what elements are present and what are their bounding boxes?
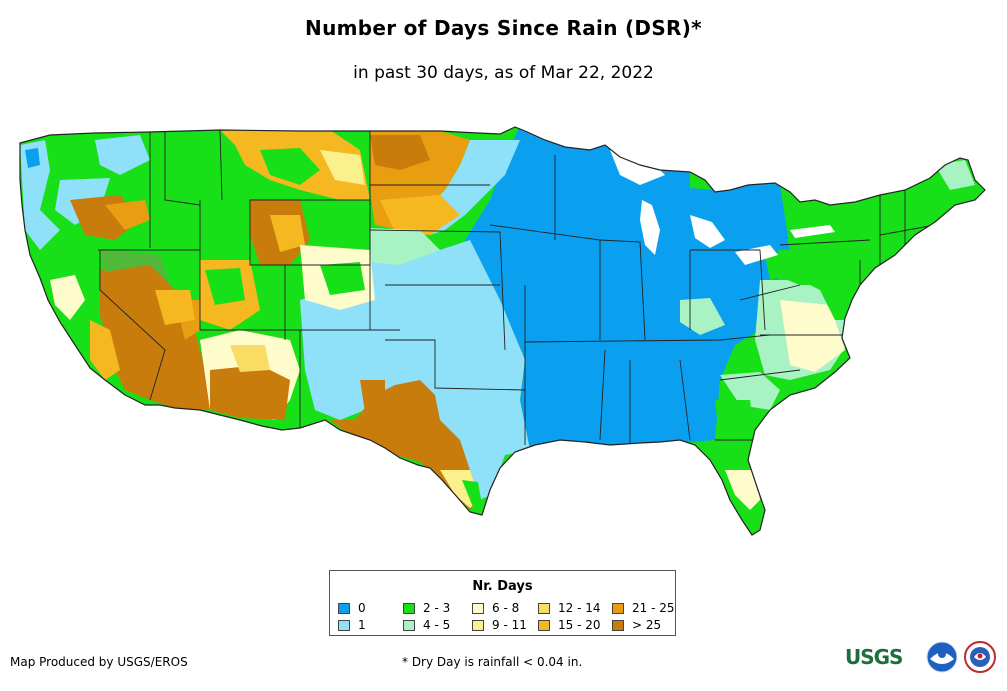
legend-label: 6 - 8 bbox=[492, 601, 520, 615]
nws-logo bbox=[964, 641, 996, 673]
legend-label: 9 - 11 bbox=[492, 618, 527, 632]
map-title: Number of Days Since Rain (DSR)* bbox=[305, 16, 702, 40]
legend-item: 0 bbox=[338, 601, 366, 615]
legend-item: > 25 bbox=[612, 618, 661, 632]
legend-item: 21 - 25 bbox=[612, 601, 675, 615]
legend-swatch bbox=[338, 619, 350, 631]
legend-swatch bbox=[612, 619, 624, 631]
legend-label: > 25 bbox=[632, 618, 662, 632]
legend-swatch bbox=[612, 602, 624, 614]
legend-item: 12 - 14 bbox=[538, 601, 601, 615]
dry-day-note: * Dry Day is rainfall < 0.04 in. bbox=[402, 655, 583, 669]
legend-swatch bbox=[538, 619, 550, 631]
legend-label: 1 bbox=[358, 618, 366, 632]
noaa-logo bbox=[926, 641, 958, 673]
legend-label: 21 - 25 bbox=[632, 601, 675, 615]
legend-item: 2 - 3 bbox=[403, 601, 450, 615]
legend-item: 1 bbox=[338, 618, 366, 632]
legend-swatch bbox=[403, 602, 415, 614]
legend-title: Nr. Days bbox=[472, 579, 533, 594]
legend-swatch bbox=[472, 602, 484, 614]
legend-label: 0 bbox=[358, 601, 366, 615]
legend-item: 15 - 20 bbox=[538, 618, 601, 632]
legend-swatch bbox=[403, 619, 415, 631]
legend-item: 4 - 5 bbox=[403, 618, 450, 632]
legend-swatch bbox=[538, 602, 550, 614]
legend-swatch bbox=[472, 619, 484, 631]
legend-item: 9 - 11 bbox=[472, 618, 527, 632]
map-subtitle: in past 30 days, as of Mar 22, 2022 bbox=[353, 63, 654, 83]
legend: Nr. Days 0 1 2 - 3 4 - 5 6 - 8 9 - 11 12 - 14 1… bbox=[329, 570, 676, 636]
legend-label: 12 - 14 bbox=[558, 601, 601, 615]
legend-item: 6 - 8 bbox=[472, 601, 519, 615]
usgs-logo: USGS bbox=[845, 643, 917, 671]
legend-label: 15 - 20 bbox=[558, 618, 601, 632]
map-credit: Map Produced by USGS/EROS bbox=[10, 655, 188, 669]
legend-label: 2 - 3 bbox=[423, 601, 451, 615]
usgs-wordmark: USGS bbox=[845, 645, 903, 669]
legend-label: 4 - 5 bbox=[423, 618, 451, 632]
legend-swatch bbox=[338, 602, 350, 614]
